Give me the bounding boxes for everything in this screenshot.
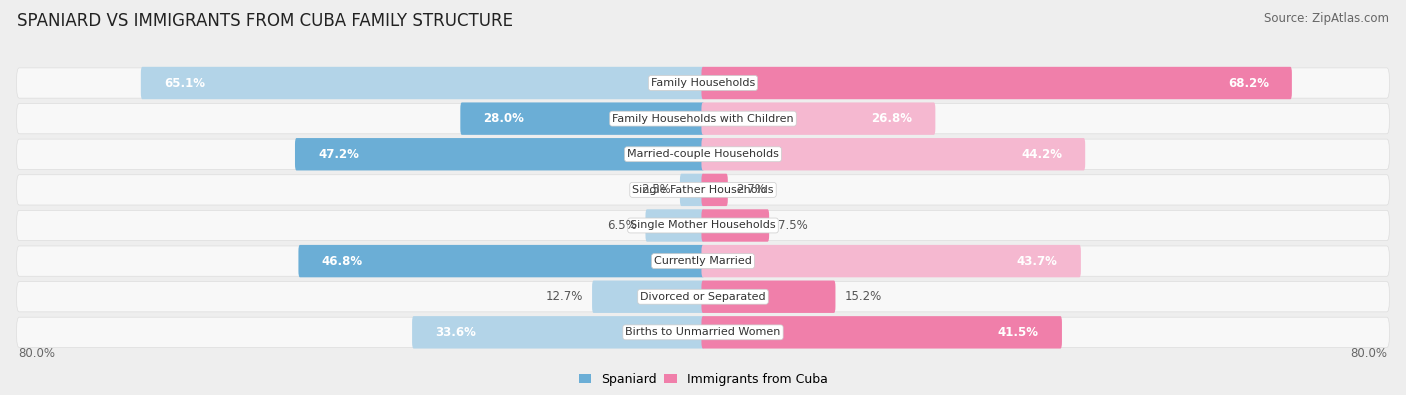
FancyBboxPatch shape <box>702 174 728 206</box>
Text: 12.7%: 12.7% <box>546 290 583 303</box>
Text: 43.7%: 43.7% <box>1017 255 1057 267</box>
Text: 47.2%: 47.2% <box>318 148 359 161</box>
FancyBboxPatch shape <box>412 316 704 348</box>
Text: 80.0%: 80.0% <box>18 346 55 359</box>
Text: 68.2%: 68.2% <box>1227 77 1268 90</box>
Text: Family Households: Family Households <box>651 78 755 88</box>
Text: Married-couple Households: Married-couple Households <box>627 149 779 159</box>
FancyBboxPatch shape <box>17 103 1389 134</box>
FancyBboxPatch shape <box>17 175 1389 205</box>
Text: 44.2%: 44.2% <box>1021 148 1062 161</box>
Text: Births to Unmarried Women: Births to Unmarried Women <box>626 327 780 337</box>
FancyBboxPatch shape <box>645 209 704 242</box>
Text: 80.0%: 80.0% <box>1351 346 1388 359</box>
FancyBboxPatch shape <box>295 138 704 171</box>
FancyBboxPatch shape <box>17 68 1389 98</box>
Text: Divorced or Separated: Divorced or Separated <box>640 292 766 302</box>
FancyBboxPatch shape <box>460 102 704 135</box>
Text: 28.0%: 28.0% <box>484 112 524 125</box>
Text: Single Father Households: Single Father Households <box>633 185 773 195</box>
Legend: Spaniard, Immigrants from Cuba: Spaniard, Immigrants from Cuba <box>578 373 828 386</box>
FancyBboxPatch shape <box>17 246 1389 276</box>
FancyBboxPatch shape <box>17 211 1389 241</box>
Text: Family Households with Children: Family Households with Children <box>612 114 794 124</box>
Text: 7.5%: 7.5% <box>778 219 807 232</box>
Text: Currently Married: Currently Married <box>654 256 752 266</box>
Text: 65.1%: 65.1% <box>165 77 205 90</box>
Text: 46.8%: 46.8% <box>322 255 363 267</box>
Text: 33.6%: 33.6% <box>436 326 477 339</box>
FancyBboxPatch shape <box>702 138 1085 171</box>
FancyBboxPatch shape <box>17 317 1389 348</box>
Text: 6.5%: 6.5% <box>607 219 637 232</box>
FancyBboxPatch shape <box>141 67 704 99</box>
FancyBboxPatch shape <box>702 316 1062 348</box>
Text: 26.8%: 26.8% <box>872 112 912 125</box>
FancyBboxPatch shape <box>702 280 835 313</box>
FancyBboxPatch shape <box>17 282 1389 312</box>
FancyBboxPatch shape <box>702 209 769 242</box>
FancyBboxPatch shape <box>702 67 1292 99</box>
Text: 41.5%: 41.5% <box>998 326 1039 339</box>
FancyBboxPatch shape <box>592 280 704 313</box>
Text: Single Mother Households: Single Mother Households <box>630 220 776 231</box>
Text: 2.7%: 2.7% <box>737 183 766 196</box>
Text: 2.5%: 2.5% <box>641 183 671 196</box>
FancyBboxPatch shape <box>681 174 704 206</box>
FancyBboxPatch shape <box>17 139 1389 169</box>
Text: 15.2%: 15.2% <box>844 290 882 303</box>
FancyBboxPatch shape <box>702 102 935 135</box>
Text: SPANIARD VS IMMIGRANTS FROM CUBA FAMILY STRUCTURE: SPANIARD VS IMMIGRANTS FROM CUBA FAMILY … <box>17 12 513 30</box>
FancyBboxPatch shape <box>298 245 704 277</box>
Text: Source: ZipAtlas.com: Source: ZipAtlas.com <box>1264 12 1389 25</box>
FancyBboxPatch shape <box>702 245 1081 277</box>
